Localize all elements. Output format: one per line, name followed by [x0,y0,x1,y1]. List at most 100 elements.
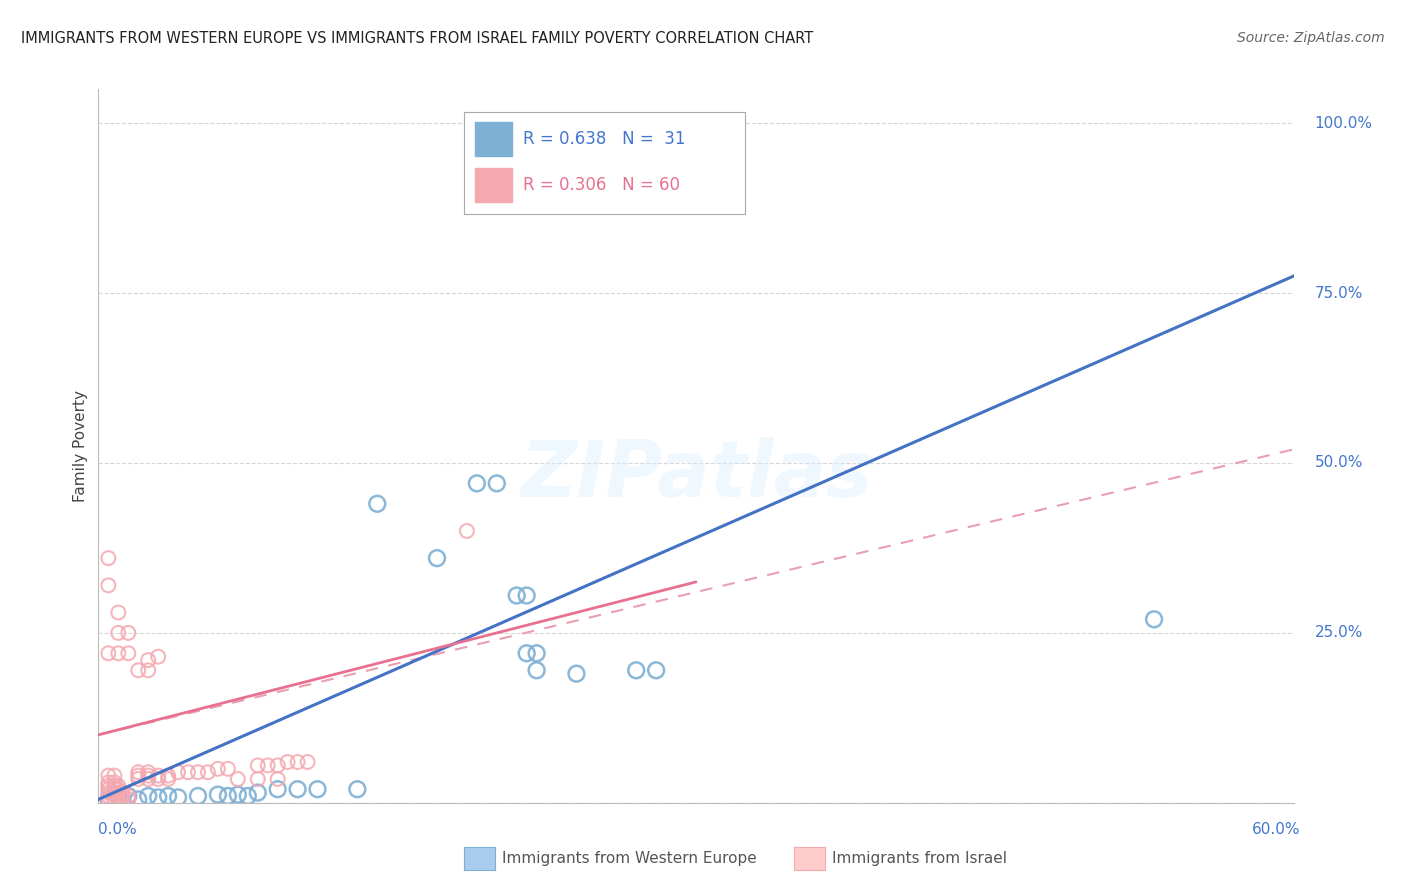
Point [136,765,159,780]
Point [287,782,309,797]
Point [117,792,139,806]
Point [366,497,388,511]
Point [117,626,139,640]
Point [136,653,159,667]
Point [157,789,180,803]
Point [307,782,329,797]
Point [97,769,120,783]
Point [107,779,129,793]
Point [526,646,548,660]
Point [127,772,149,786]
Point [117,789,139,803]
Point [111,792,134,806]
Point [226,772,249,786]
Point [103,792,125,806]
Point [256,758,278,772]
Point [127,769,149,783]
Point [526,663,548,677]
Text: 75.0%: 75.0% [1315,285,1362,301]
Point [97,775,120,789]
Point [107,606,129,620]
Bar [475,168,512,202]
Text: 50.0%: 50.0% [1315,456,1362,470]
Point [107,786,129,800]
Point [148,769,170,783]
Point [97,578,120,592]
Point [127,792,149,806]
Point [107,646,129,660]
Point [97,782,120,797]
Point [346,782,368,797]
Point [297,755,319,769]
Point [217,789,239,803]
Point [246,772,269,786]
Point [267,772,290,786]
Text: 25.0%: 25.0% [1315,625,1362,640]
Text: 60.0%: 60.0% [1253,822,1301,837]
Point [107,792,129,806]
Point [97,786,120,800]
Point [103,788,125,802]
Point [516,589,538,603]
Point [236,789,259,803]
Point [246,786,269,800]
Point [516,646,538,660]
Point [565,666,588,681]
Text: 0.0%: 0.0% [98,822,138,837]
Text: Immigrants from Western Europe: Immigrants from Western Europe [502,852,756,866]
Point [136,772,159,786]
Point [111,786,134,800]
Point [148,790,170,805]
Point [167,790,190,805]
Point [246,758,269,772]
Point [97,792,120,806]
Point [97,551,120,566]
Point [107,789,129,803]
Point [217,762,239,776]
Point [485,476,508,491]
Point [117,646,139,660]
Point [624,663,647,677]
Point [187,765,209,780]
Text: 100.0%: 100.0% [1315,116,1372,131]
Point [136,769,159,783]
Point [107,626,129,640]
Point [107,782,129,797]
Point [465,476,488,491]
Text: R = 0.306   N = 60: R = 0.306 N = 60 [523,176,681,194]
Point [1322,116,1344,130]
Text: ZIPatlas: ZIPatlas [520,436,872,513]
Point [645,663,668,677]
Point [127,765,149,780]
Text: R = 0.638   N =  31: R = 0.638 N = 31 [523,129,686,148]
Bar [475,122,512,155]
Text: Source: ZipAtlas.com: Source: ZipAtlas.com [1237,31,1385,45]
Point [103,779,125,793]
Point [506,589,529,603]
Point [148,649,170,664]
Text: Immigrants from Israel: Immigrants from Israel [832,852,1007,866]
Point [177,765,200,780]
Point [456,524,478,538]
Point [117,789,139,803]
Point [103,775,125,789]
Point [103,786,125,800]
Point [127,663,149,677]
Point [226,788,249,802]
Point [197,765,219,780]
Point [107,790,129,805]
Point [97,779,120,793]
Point [207,762,229,776]
Point [97,789,120,803]
Point [136,663,159,677]
Point [267,782,290,797]
Point [157,769,180,783]
Y-axis label: Family Poverty: Family Poverty [73,390,87,502]
Point [267,758,290,772]
Point [136,789,159,803]
Point [97,646,120,660]
Point [1143,612,1166,626]
Point [111,789,134,803]
Point [157,772,180,786]
Point [426,551,449,566]
